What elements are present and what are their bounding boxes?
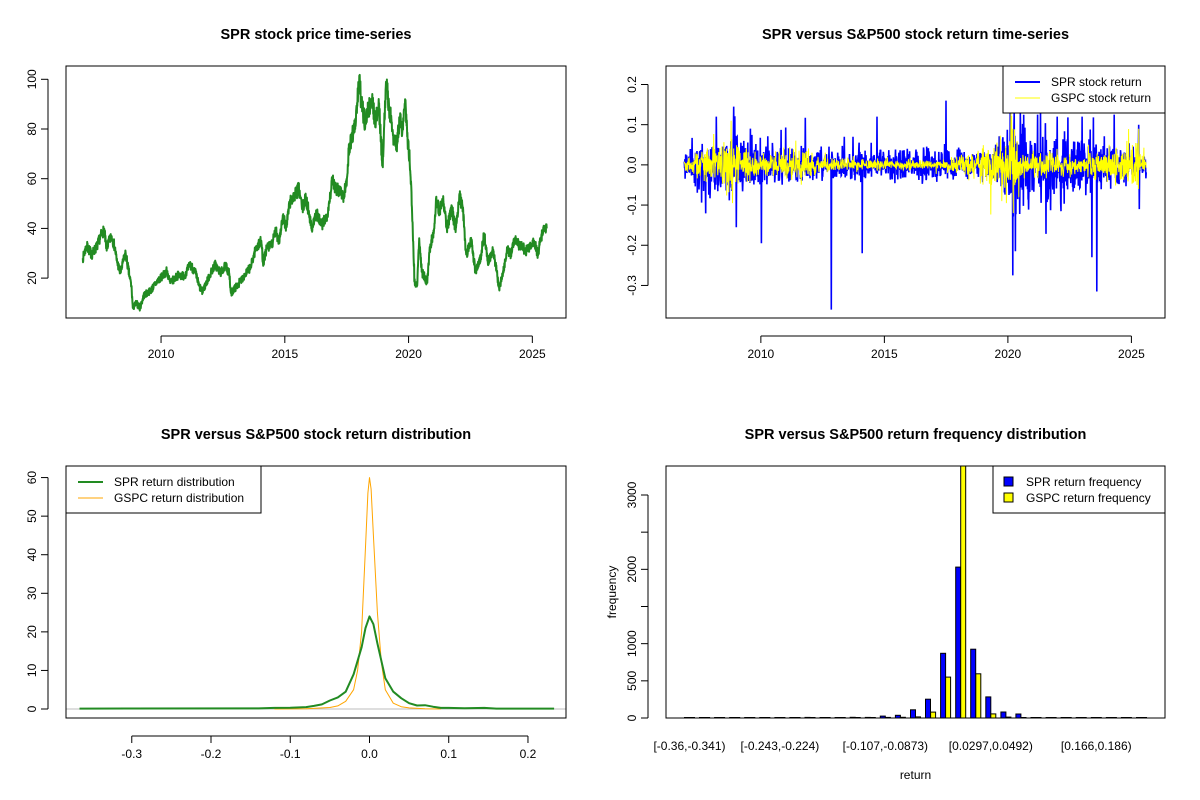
gspc-bar xyxy=(930,711,937,718)
x-tick-label: -0.1 xyxy=(280,747,301,761)
legend-box xyxy=(65,465,262,514)
x-tick-label: 2010 xyxy=(148,347,175,361)
chart-title: SPR stock price time-series xyxy=(220,27,411,43)
x-axis: 2010 2015 2020 2025 xyxy=(748,335,1145,361)
x-tick-label: 2020 xyxy=(395,347,422,361)
spr-bar xyxy=(1015,713,1022,718)
y-axis: 20 40 60 80 100 xyxy=(25,69,49,285)
y-axis: -0.3 -0.2 -0.1 0.0 0.1 0.2 xyxy=(625,76,649,296)
price-line xyxy=(81,73,548,312)
y-tick-label: 500 xyxy=(625,670,639,690)
x-tick-label: [-0.107,-0.0873) xyxy=(843,739,928,753)
y-tick-label: -0.1 xyxy=(625,194,639,215)
y-tick-label: 50 xyxy=(25,509,39,523)
y-tick-label: 0.0 xyxy=(625,156,639,173)
x-tick-label: 0.0 xyxy=(361,747,378,761)
y-tick-label: 40 xyxy=(25,548,39,562)
x-tick-label: 2015 xyxy=(871,347,898,361)
x-tick-label: 2020 xyxy=(995,347,1022,361)
y-tick-label: 20 xyxy=(25,271,39,285)
x-tick-label: -0.2 xyxy=(201,747,222,761)
y-tick-label: -0.3 xyxy=(625,275,639,296)
plot-frame xyxy=(665,465,1166,719)
histogram-chart: [-0.36,-0.341) [-0.243,-0.224) [-0.107,-0.… xyxy=(605,465,1166,782)
y-tick-label: 0 xyxy=(625,714,639,721)
x-tick-label: [0.166,0.186) xyxy=(1061,739,1132,753)
legend-swatch xyxy=(1003,492,1014,503)
y-tick-label: 2000 xyxy=(625,556,639,583)
gspc-density-line xyxy=(274,477,441,710)
x-tick-label: 0.1 xyxy=(440,747,457,761)
gspc-bar xyxy=(960,466,967,718)
spr-bar xyxy=(1000,711,1007,718)
y-tick-label: 0.2 xyxy=(625,76,639,93)
gspc-return-line xyxy=(683,112,1147,215)
plot-frame xyxy=(65,65,567,319)
chart-title: SPR versus S&P500 return frequency distr… xyxy=(745,427,1087,443)
chart-title: SPR versus S&P500 stock return time-seri… xyxy=(762,27,1069,43)
density-chart: -0.3 -0.2 -0.1 0.0 0.1 0.2 0 10 20 30 40 50 60 SPR re… xyxy=(25,465,567,761)
spr-bar xyxy=(910,709,916,718)
plot-frame xyxy=(665,65,1166,319)
spr-bar xyxy=(985,696,992,718)
legend-label: GSPC return distribution xyxy=(114,491,244,505)
x-axis: -0.3 -0.2 -0.1 0.0 0.1 0.2 xyxy=(121,735,537,761)
y-axis: 0 10 20 30 40 50 60 xyxy=(25,471,49,712)
x-tick-label: [0.0297,0.0492) xyxy=(949,739,1033,753)
chart-title: SPR versus S&P500 stock return distribut… xyxy=(161,427,471,443)
legend-box xyxy=(1002,65,1166,114)
y-tick-label: 0.1 xyxy=(625,116,639,133)
spr-bar xyxy=(955,566,962,718)
gspc-bar xyxy=(990,713,997,718)
spr-bar xyxy=(970,648,977,718)
gspc-bar xyxy=(975,673,982,718)
y-tick-label: 1000 xyxy=(625,630,639,657)
y-tick-label: 20 xyxy=(25,625,39,639)
spr-density-line xyxy=(79,615,555,710)
plot-frame xyxy=(65,465,567,719)
legend: SPR return distribution GSPC return distr… xyxy=(65,465,262,514)
legend: SPR stock return GSPC stock return xyxy=(1002,65,1166,114)
legend: SPR return frequency GSPC return frequenc… xyxy=(992,465,1166,514)
returns-chart: 2010 2015 2020 2025 -0.3 -0.2 -0.1 0.0 0.1 0.2 SPR… xyxy=(625,65,1166,361)
legend-box xyxy=(992,465,1166,514)
price-chart: 2010 2015 2020 2025 20 40 60 80 100 xyxy=(25,65,567,361)
x-tick-label: 2025 xyxy=(519,347,546,361)
y-tick-label: 10 xyxy=(25,663,39,677)
x-tick-label: 2010 xyxy=(748,347,775,361)
y-tick-label: 100 xyxy=(25,69,39,89)
y-tick-label: 60 xyxy=(25,172,39,186)
x-axis-title: return xyxy=(900,768,931,782)
gspc-bar xyxy=(915,716,921,718)
y-tick-label: 3000 xyxy=(625,481,639,508)
x-tick-label: [-0.36,-0.341) xyxy=(653,739,725,753)
x-tick-label: [-0.243,-0.224) xyxy=(741,739,820,753)
y-tick-label: 40 xyxy=(25,221,39,235)
legend-label: SPR stock return xyxy=(1051,75,1142,89)
legend-label: SPR return frequency xyxy=(1026,475,1141,489)
y-tick-label: -0.2 xyxy=(625,235,639,256)
spr-bar xyxy=(940,652,947,718)
legend-label: GSPC return frequency xyxy=(1026,491,1151,505)
x-tick-label: -0.3 xyxy=(121,747,142,761)
x-tick-label: 0.2 xyxy=(520,747,537,761)
gspc-bar xyxy=(945,676,952,718)
y-tick-label: 0 xyxy=(25,705,39,712)
y-tick-label: 60 xyxy=(25,471,39,485)
y-axis-title: frequency xyxy=(605,566,619,619)
legend-swatch xyxy=(1003,476,1014,487)
y-tick-label: 80 xyxy=(25,122,39,136)
spr-bar xyxy=(925,698,931,718)
x-axis: 2010 2015 2020 2025 xyxy=(148,335,546,361)
y-tick-label: 30 xyxy=(25,586,39,600)
x-tick-label: 2015 xyxy=(271,347,298,361)
spr-return-line xyxy=(683,100,1147,310)
legend-label: SPR return distribution xyxy=(114,475,235,489)
x-tick-label: 2025 xyxy=(1118,347,1145,361)
legend-label: GSPC stock return xyxy=(1051,91,1151,105)
y-axis: 0 500 1000 2000 3000 xyxy=(625,481,649,721)
